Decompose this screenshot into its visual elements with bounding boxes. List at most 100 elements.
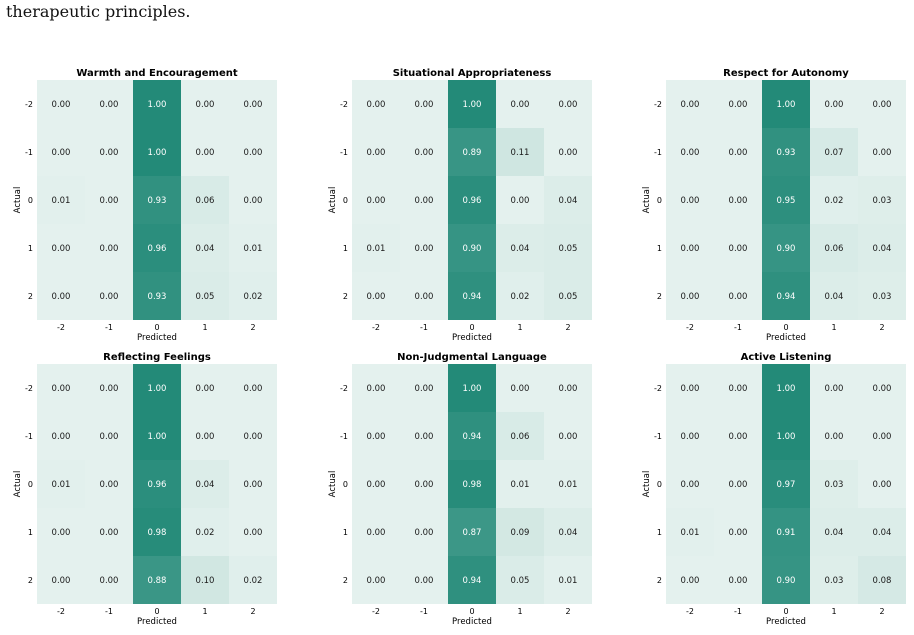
- heatmap-cell: [85, 272, 133, 320]
- heatmap-cell: [400, 556, 448, 604]
- y-tick-label: -2: [25, 100, 33, 109]
- cell-value-label: 0.07: [825, 148, 844, 158]
- x-tick-label: 1: [517, 323, 522, 332]
- cell-value-label: 0.00: [415, 480, 434, 490]
- heatmap-cell: [181, 364, 229, 412]
- cell-value-label: 0.00: [367, 432, 386, 442]
- heatmap-cell: [400, 460, 448, 508]
- cell-value-label: 0.00: [729, 100, 748, 110]
- cell-value-label: 0.02: [511, 292, 530, 302]
- y-tick-label: 2: [28, 576, 33, 585]
- heatmap-cell: [133, 460, 181, 508]
- cell-value-label: 0.00: [244, 432, 263, 442]
- heatmap-cell: [37, 412, 85, 460]
- y-tick-label: 2: [343, 292, 348, 301]
- heatmap-cell: [229, 224, 277, 272]
- cell-value-label: 0.00: [729, 576, 748, 586]
- heatmap-cell: [448, 412, 496, 460]
- heatmap-cell: [666, 364, 714, 412]
- cell-value-label: 0.03: [825, 480, 844, 490]
- cell-value-label: 0.00: [367, 480, 386, 490]
- cell-value-label: 0.00: [873, 148, 892, 158]
- heatmap-cell: [762, 128, 810, 176]
- heatmap-cell: [858, 128, 906, 176]
- heatmap-cell: [229, 556, 277, 604]
- cell-value-label: 0.04: [196, 244, 215, 254]
- cell-value-label: 0.00: [367, 196, 386, 206]
- x-tick-label: 1: [517, 607, 522, 616]
- heatmap-cell: [85, 80, 133, 128]
- y-axis-label: Actual: [328, 471, 338, 498]
- y-tick-label: -1: [340, 148, 348, 157]
- cell-value-label: 0.05: [196, 292, 215, 302]
- heatmap-cell: [714, 556, 762, 604]
- heatmap-cell: [133, 556, 181, 604]
- x-tick-label: 2: [250, 607, 255, 616]
- x-tick-label: 0: [469, 607, 474, 616]
- cell-value-label: 0.00: [367, 148, 386, 158]
- heatmap-cell: [810, 80, 858, 128]
- y-tick-label: -1: [25, 148, 33, 157]
- y-tick-label: 0: [343, 196, 348, 205]
- heatmap-cell: [37, 508, 85, 556]
- cell-value-label: 0.04: [559, 528, 578, 538]
- cell-value-label: 0.00: [681, 384, 700, 394]
- heatmap-cell: [858, 412, 906, 460]
- heatmap-cell: [133, 80, 181, 128]
- cell-value-label: 0.00: [100, 480, 119, 490]
- heatmap-cell: [496, 508, 544, 556]
- cell-value-label: 0.06: [511, 432, 530, 442]
- heatmap-cell: [229, 272, 277, 320]
- cell-value-label: 0.00: [367, 292, 386, 302]
- heatmap-cell: [762, 176, 810, 224]
- cell-value-label: 0.00: [681, 196, 700, 206]
- cell-value-label: 0.01: [559, 576, 578, 586]
- heatmap-cell: [810, 128, 858, 176]
- cell-value-label: 0.00: [825, 384, 844, 394]
- cell-value-label: 0.00: [511, 384, 530, 394]
- cell-value-label: 0.00: [244, 100, 263, 110]
- cell-value-label: 0.05: [559, 244, 578, 254]
- heatmap-cell: [400, 508, 448, 556]
- heatmap-cell: [496, 460, 544, 508]
- cell-value-label: 0.00: [415, 100, 434, 110]
- x-tick-label: 2: [879, 607, 884, 616]
- cell-value-label: 0.90: [777, 576, 796, 586]
- heatmap-cell: [810, 364, 858, 412]
- heatmap-cell: [448, 364, 496, 412]
- cell-value-label: 0.00: [52, 292, 71, 302]
- cell-value-label: 1.00: [148, 432, 167, 442]
- cell-value-label: 0.02: [196, 528, 215, 538]
- cell-value-label: 0.01: [681, 528, 700, 538]
- x-tick-label: -2: [372, 323, 380, 332]
- cell-value-label: 0.00: [196, 148, 215, 158]
- x-axis-label: Predicted: [137, 333, 177, 343]
- cell-value-label: 0.04: [873, 244, 892, 254]
- cell-value-label: 0.89: [463, 148, 482, 158]
- cell-value-label: 0.00: [729, 432, 748, 442]
- heatmap-cell: [37, 460, 85, 508]
- cell-value-label: 0.88: [148, 576, 167, 586]
- x-tick-label: 1: [202, 323, 207, 332]
- cell-value-label: 0.00: [559, 432, 578, 442]
- heatmap-cell: [810, 508, 858, 556]
- heatmap-cell: [400, 224, 448, 272]
- x-tick-label: 2: [565, 607, 570, 616]
- y-axis-label: Actual: [328, 187, 338, 214]
- cell-value-label: 0.00: [729, 480, 748, 490]
- x-tick-label: -2: [686, 323, 694, 332]
- heatmap-cell: [181, 224, 229, 272]
- heatmap-cell: [85, 364, 133, 412]
- heatmap-cell: [762, 224, 810, 272]
- x-tick-label: -1: [734, 607, 742, 616]
- heatmap-cell: [810, 556, 858, 604]
- heatmap-cell: [714, 460, 762, 508]
- heatmap-cell: [714, 272, 762, 320]
- heatmap-cell: [352, 556, 400, 604]
- cell-value-label: 0.00: [681, 576, 700, 586]
- panel-title: Reflecting Feelings: [103, 352, 211, 363]
- y-tick-label: 1: [343, 528, 348, 537]
- y-axis-label: Actual: [13, 187, 23, 214]
- cell-value-label: 0.00: [415, 292, 434, 302]
- cell-value-label: 0.01: [367, 244, 386, 254]
